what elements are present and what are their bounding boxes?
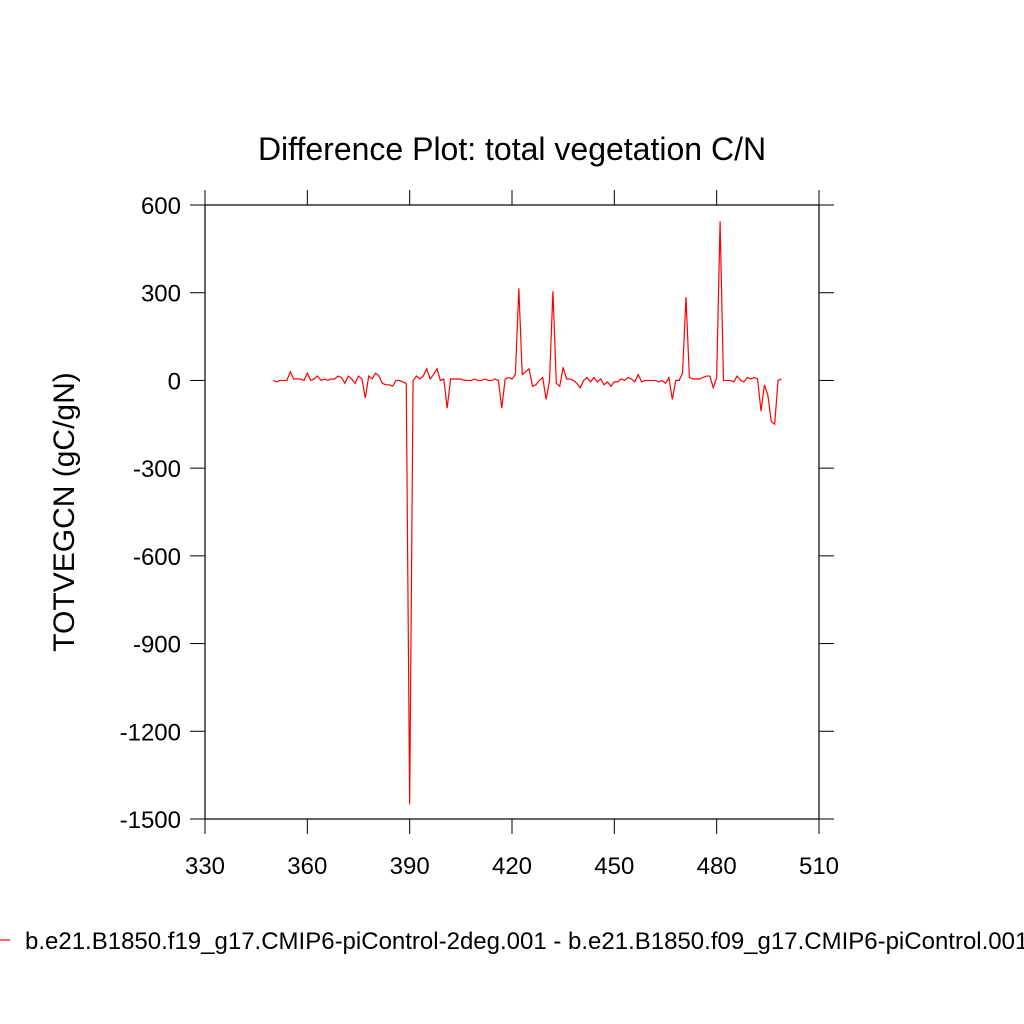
y-tick-label: -600 [133, 544, 181, 571]
y-tick-label: -1200 [120, 719, 181, 746]
y-tick-label: -900 [133, 632, 181, 659]
plot-frame [204, 204, 820, 820]
y-tick-label: -300 [133, 456, 181, 483]
x-tick-label: 330 [185, 853, 225, 880]
y-tick-label: 0 [168, 368, 181, 395]
x-tick-label: 420 [492, 853, 532, 880]
y-tick-label: 600 [141, 193, 181, 220]
data-line [272, 221, 782, 805]
chart-title: Difference Plot: total vegetation C/N [258, 131, 766, 167]
legend-label: b.e21.B1850.f19_g17.CMIP6-piControl-2deg… [25, 928, 1024, 955]
x-tick-label: 390 [390, 853, 430, 880]
x-tick-label: 480 [697, 853, 737, 880]
y-tick-label: 300 [141, 281, 181, 308]
x-tick-label: 360 [287, 853, 327, 880]
x-tick-label: 510 [799, 853, 839, 880]
x-tick-label: 450 [594, 853, 634, 880]
y-tick-label: -1500 [120, 807, 181, 834]
y-axis-label: TOTVEGCN (gC/gN) [48, 372, 81, 651]
